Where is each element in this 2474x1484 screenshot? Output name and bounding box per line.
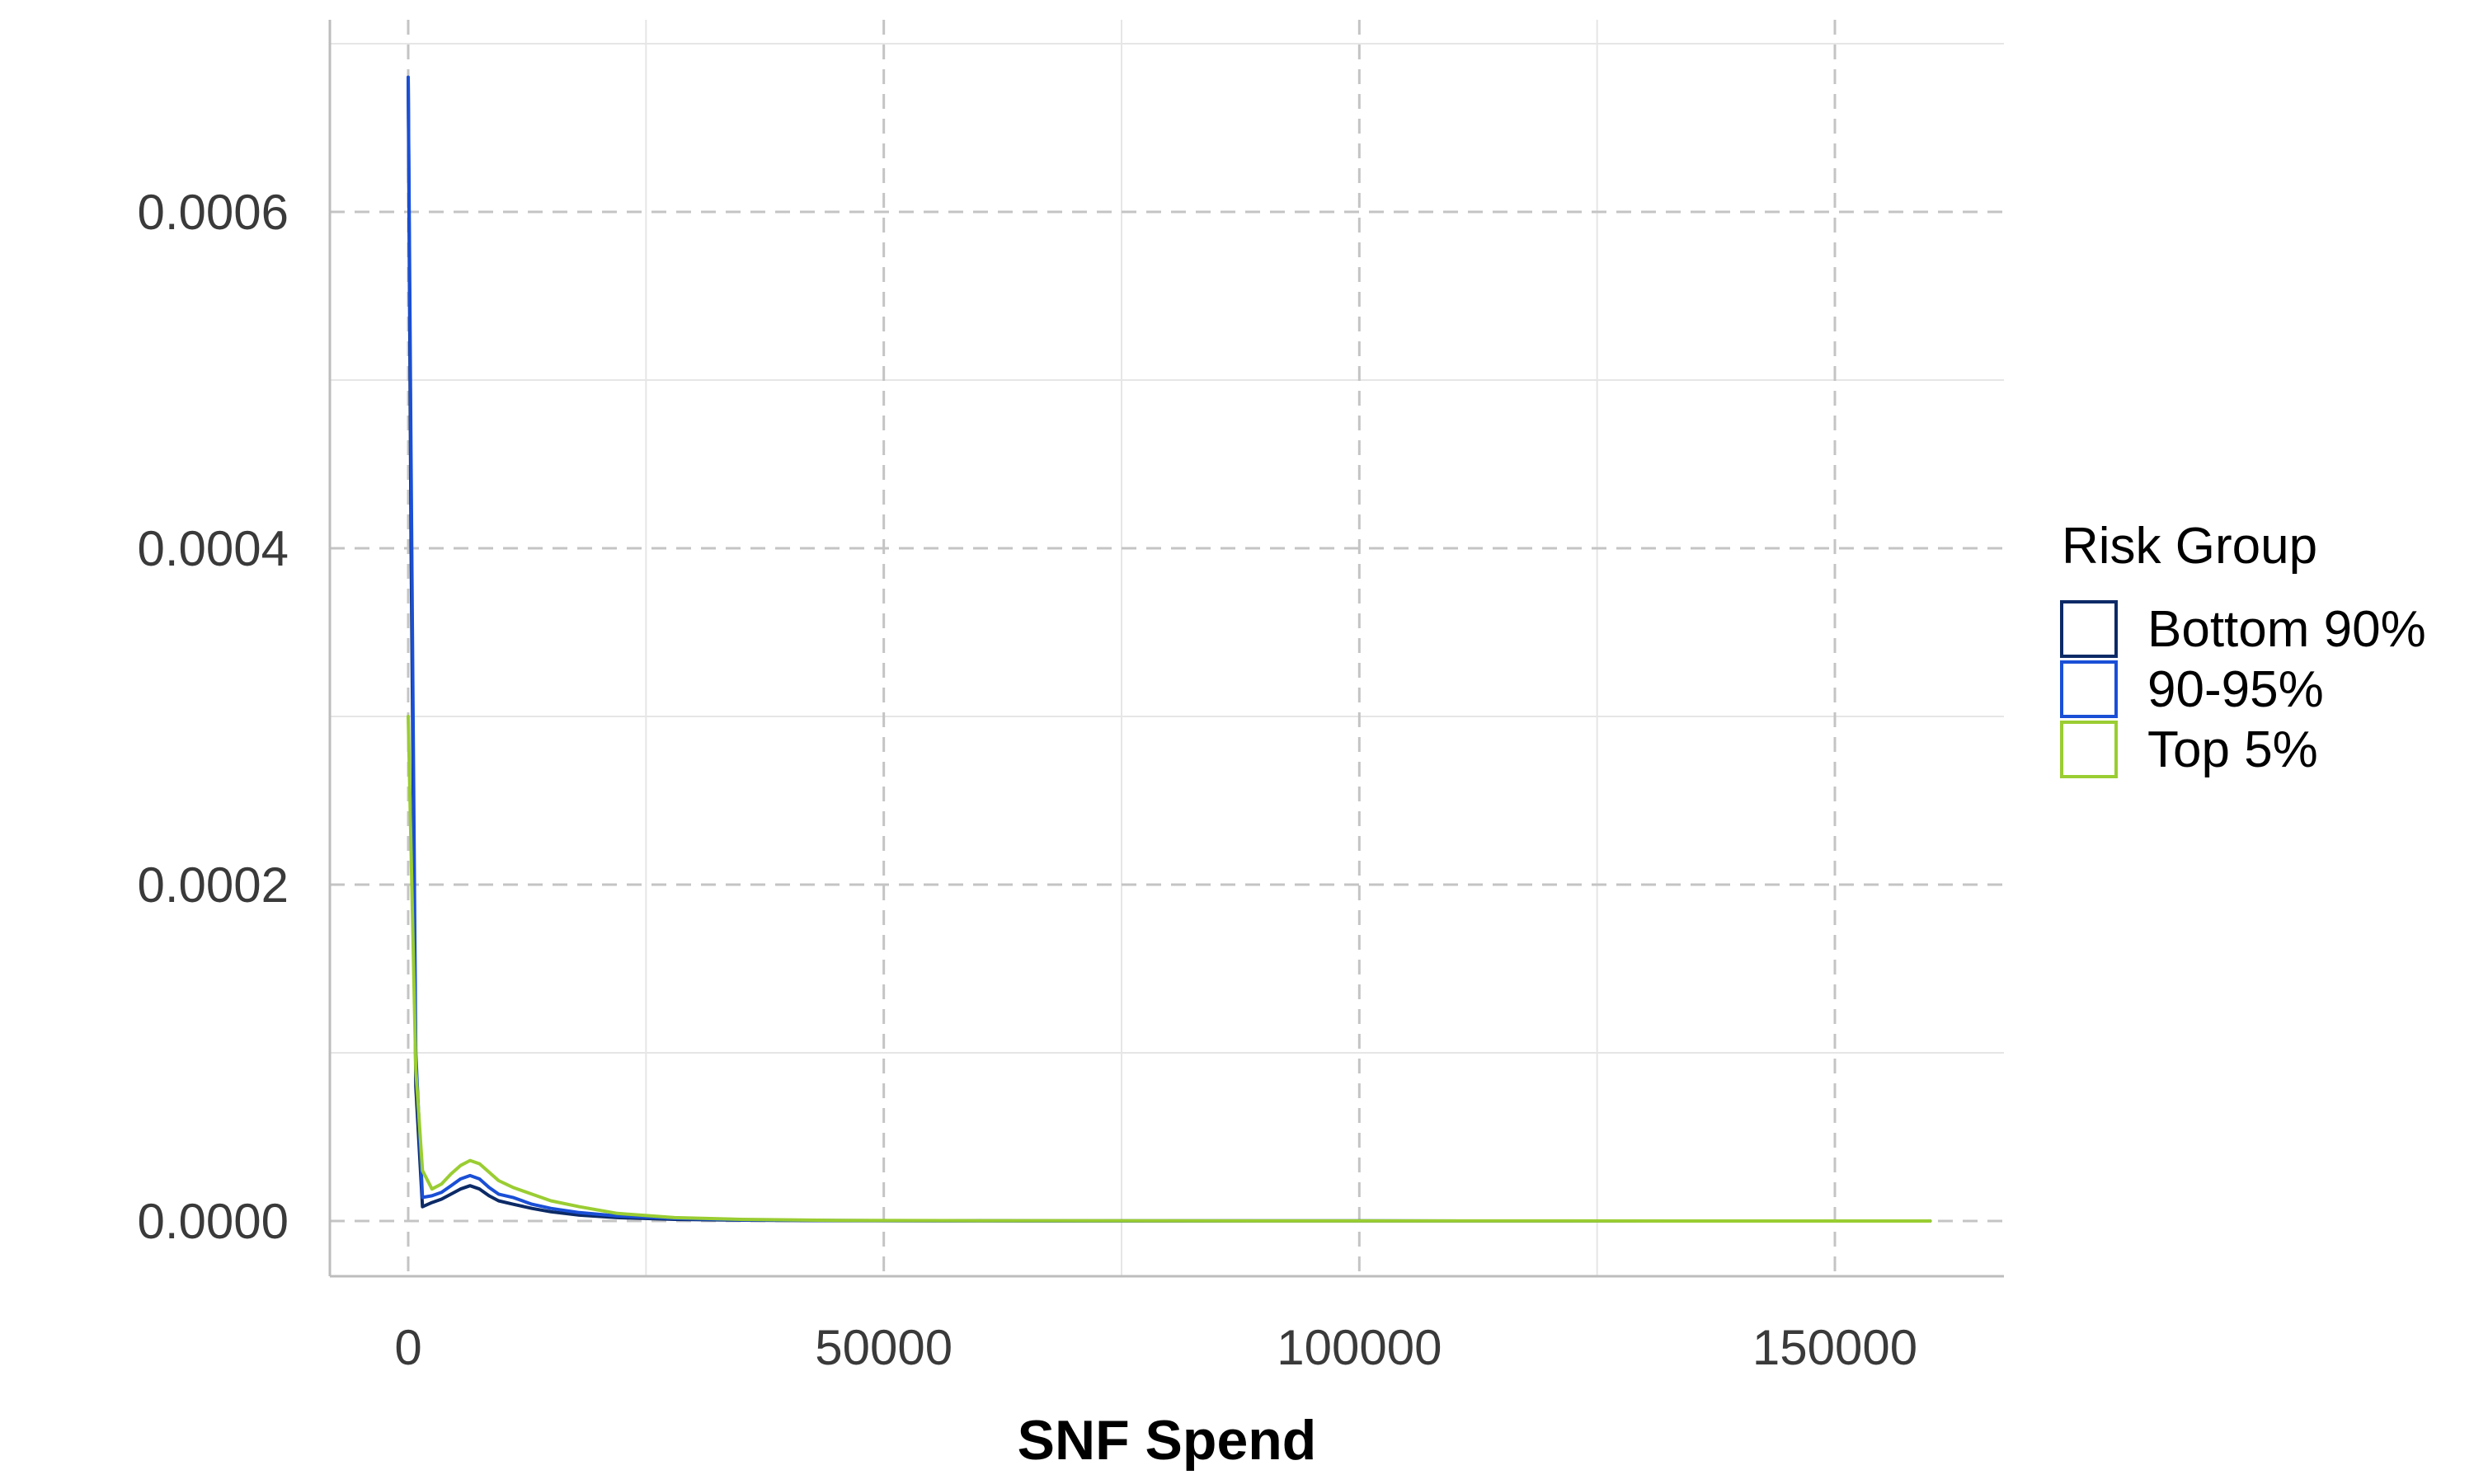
legend-title: Risk Group <box>2062 518 2317 575</box>
x-tick-label: 100000 <box>1277 1320 1442 1375</box>
axes <box>328 20 2004 1278</box>
series-lines <box>407 75 1932 1223</box>
x-axis-title: SNF Spend <box>1018 1409 1317 1472</box>
x-tick-label: 50000 <box>815 1320 952 1375</box>
legend-key-bottom-90 <box>2060 600 2118 658</box>
x-tick-label: 150000 <box>1752 1320 1917 1375</box>
legend: Risk Group Bottom 90%90-95%Top 5% <box>2060 518 2426 778</box>
x-tick-label: 0 <box>394 1320 421 1375</box>
legend-label-bottom-90: Bottom 90% <box>2147 601 2426 658</box>
y-tick-label: 0.0002 <box>137 857 289 913</box>
legend-label-90-95: 90-95% <box>2147 661 2324 718</box>
y-tick-labels: 0.0000 0.0002 0.0004 0.0006 <box>137 185 289 1249</box>
legend-items: Bottom 90%90-95%Top 5% <box>2060 600 2426 778</box>
y-tick-label: 0.0006 <box>137 185 289 240</box>
y-tick-label: 0.0000 <box>137 1194 289 1249</box>
legend-key-top-5 <box>2060 721 2118 778</box>
legend-key-90-95 <box>2060 660 2118 718</box>
legend-label-top-5: Top 5% <box>2147 721 2318 778</box>
y-tick-label: 0.0004 <box>137 521 289 576</box>
series-line-top-5 <box>407 715 1932 1223</box>
x-tick-labels: 0 50000 100000 150000 <box>394 1320 1917 1375</box>
minor-gridlines <box>330 20 2004 1276</box>
